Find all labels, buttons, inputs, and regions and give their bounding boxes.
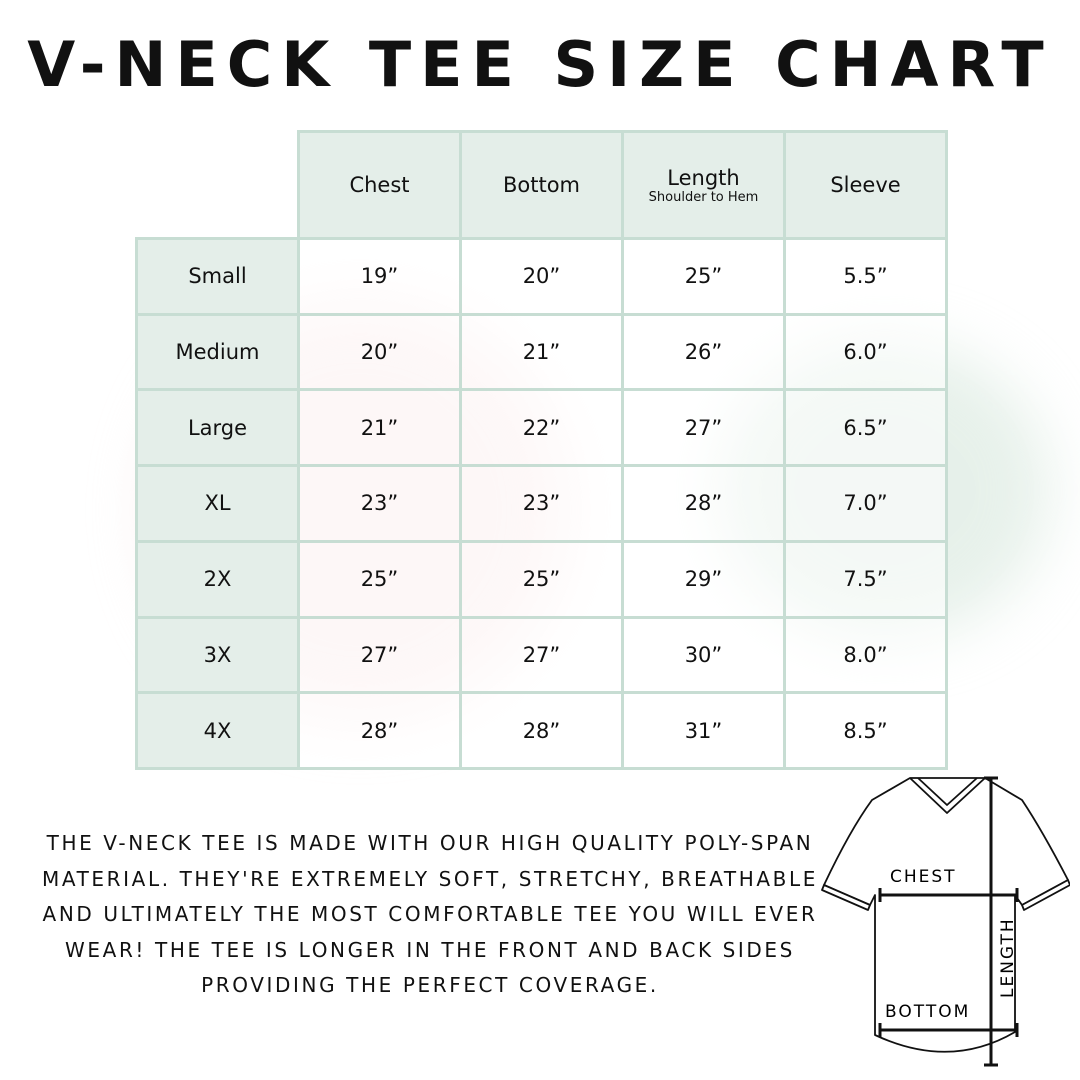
column-header-sublabel: Shoulder to Hem — [648, 189, 759, 205]
table-cell: 29” — [621, 539, 786, 619]
column-header-label: Sleeve — [830, 173, 901, 197]
table-cell: 5.5” — [783, 237, 948, 316]
right-cuff — [1021, 879, 1070, 911]
measurement-value: 23” — [360, 491, 399, 516]
table-cell: 25” — [621, 237, 786, 316]
row-header: Small — [135, 237, 300, 316]
row-header: Medium — [135, 312, 300, 392]
row-header: 3X — [135, 615, 300, 695]
table-cell: 22” — [459, 388, 624, 468]
table-cell: 8.0” — [783, 615, 948, 695]
row-header: XL — [135, 464, 300, 543]
measurement-value: 26” — [684, 340, 723, 365]
description: The V-neck tee is made with our high qua… — [42, 831, 818, 997]
measurement-value: 21” — [360, 415, 399, 440]
table-cell: 27” — [459, 615, 624, 695]
page-title: V-NECK TEE SIZE CHART — [27, 28, 1053, 101]
table-cell: 28” — [297, 691, 462, 770]
table-cell: 25” — [459, 539, 624, 619]
table-cell: 31” — [621, 691, 786, 770]
table-cell: 23” — [297, 464, 462, 543]
measurement-value: 25” — [360, 567, 399, 592]
column-header-label: Chest — [349, 173, 410, 197]
tee-diagram: CHEST BOTTOM LENGTH — [821, 776, 1070, 1067]
measurement-value: 20” — [522, 264, 561, 289]
measurement-value: 23” — [522, 491, 561, 516]
measurement-value: 20” — [360, 340, 399, 365]
measurement-value: 30” — [684, 642, 723, 667]
table-cell: 23” — [459, 464, 624, 543]
table-cell: 7.5” — [783, 539, 948, 619]
measurement-value: 28” — [684, 491, 723, 516]
row-header: 4X — [135, 691, 300, 770]
column-header: Chest — [297, 130, 462, 240]
table-cell: 27” — [621, 388, 786, 468]
tee-outline — [823, 777, 1069, 1053]
v-neck-collar — [909, 777, 986, 814]
measurement-value: 8.0” — [843, 642, 888, 667]
table-cell: 25” — [297, 539, 462, 619]
bottom-label: BOTTOM — [885, 1002, 970, 1022]
length-label: LENGTH — [998, 917, 1018, 998]
column-header: Bottom — [459, 130, 624, 240]
size-label: XL — [204, 491, 231, 516]
table-cell: 7.0” — [783, 464, 948, 543]
table-cell: 6.0” — [783, 312, 948, 392]
measurement-value: 6.5” — [843, 415, 888, 440]
measurement-value: 8.5” — [843, 718, 888, 743]
measurement-value: 19” — [360, 264, 399, 289]
table-cell: 20” — [297, 312, 462, 392]
column-header-label: Length — [667, 165, 740, 190]
table-cell: 26” — [621, 312, 786, 392]
table-cell: 6.5” — [783, 388, 948, 468]
measurement-value: 6.0” — [843, 340, 888, 365]
table-cell: 21” — [297, 388, 462, 468]
size-label: 3X — [203, 642, 232, 667]
measurement-value: 5.5” — [843, 264, 888, 289]
size-label: Medium — [175, 340, 260, 365]
measurement-value: 25” — [684, 264, 723, 289]
chest-label: CHEST — [890, 867, 957, 887]
measurement-value: 27” — [360, 642, 399, 667]
measurement-value: 31” — [684, 718, 723, 743]
table-cell: 30” — [621, 615, 786, 695]
column-header-label: Bottom — [502, 173, 581, 197]
table-cell: 21” — [459, 312, 624, 392]
column-header: Sleeve — [783, 130, 948, 240]
size-label: 4X — [203, 718, 232, 743]
measurement-value: 27” — [684, 415, 723, 440]
measurement-value: 27” — [522, 642, 561, 667]
measurement-value: 28” — [522, 718, 561, 743]
table-cell: 27” — [297, 615, 462, 695]
table-cell: 28” — [459, 691, 624, 770]
table-cell: 28” — [621, 464, 786, 543]
row-header: 2X — [135, 539, 300, 619]
left-cuff — [821, 884, 871, 911]
table-cell: 8.5” — [783, 691, 948, 770]
measurement-value: 25” — [522, 567, 561, 592]
size-label: Large — [187, 415, 248, 440]
measurement-value: 7.5” — [843, 567, 888, 592]
table-cell: 19” — [297, 237, 462, 316]
measurement-value: 28” — [360, 718, 399, 743]
column-header: Length Shoulder to Hem — [621, 130, 786, 240]
row-header: Large — [135, 388, 300, 468]
table-cell: 20” — [459, 237, 624, 316]
measurement-value: 29” — [684, 567, 723, 592]
size-label: Small — [188, 264, 247, 289]
measurement-value: 22” — [522, 415, 561, 440]
size-label: 2X — [203, 567, 232, 592]
measurement-value: 7.0” — [843, 491, 888, 516]
measurement-value: 21” — [522, 340, 561, 365]
